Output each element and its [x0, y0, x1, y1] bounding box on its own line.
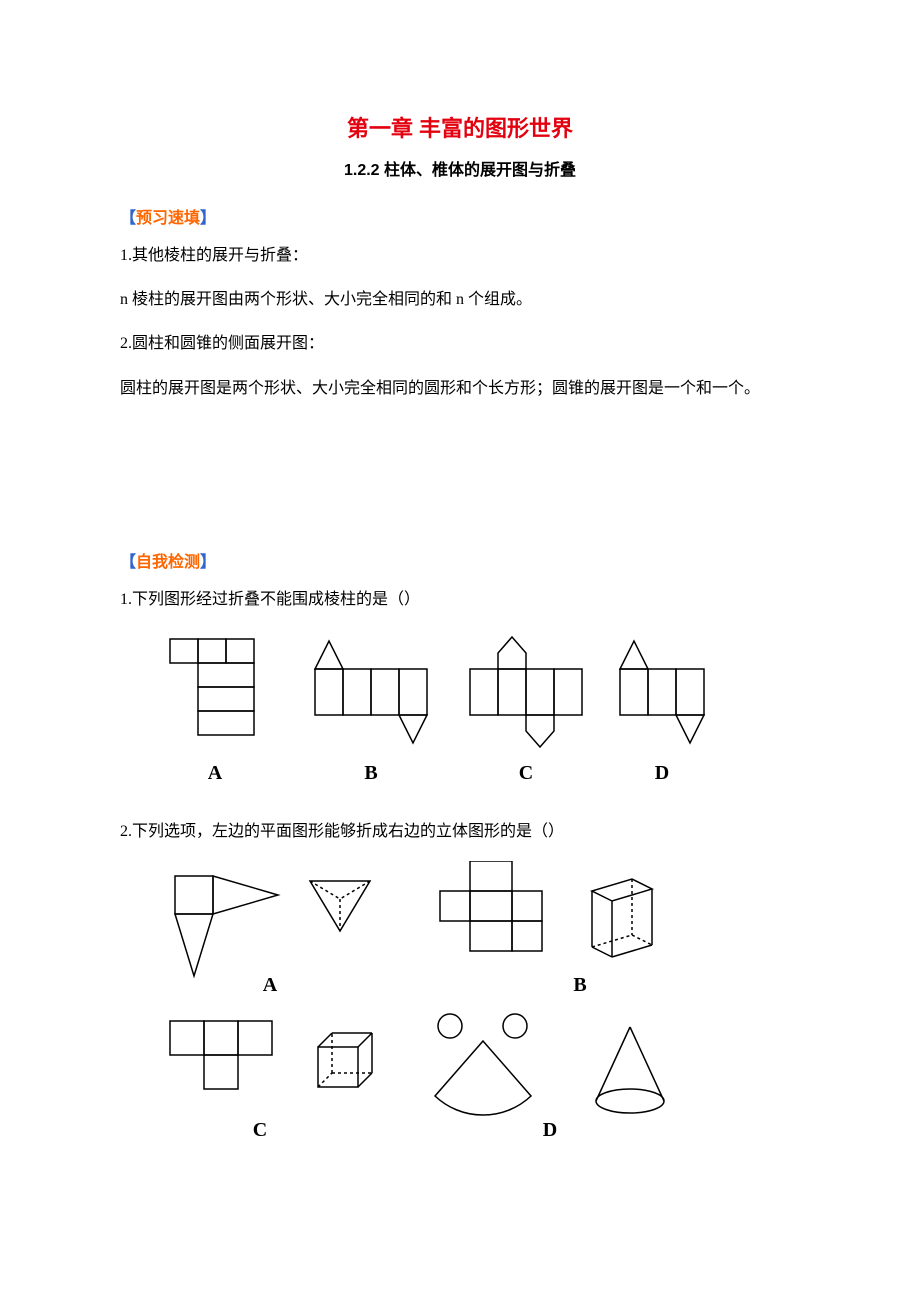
- q2-label-C: C: [253, 1119, 267, 1141]
- heading-preview: 【预习速填】: [120, 204, 800, 234]
- q1-label-C: C: [519, 762, 533, 784]
- page: 第一章 丰富的图形世界 1.2.2 柱体、椎体的展开图与折叠 【预习速填】 1.…: [0, 0, 920, 1302]
- q1-text: 1.下列图形经过折叠不能围成棱柱的是（）: [120, 585, 800, 615]
- q1-option-A: A: [170, 639, 254, 784]
- s1-p1: 1.其他棱柱的展开与折叠：: [120, 241, 800, 271]
- q2-label-D: D: [543, 1119, 557, 1141]
- heading-selftest: 【自我检测】: [120, 548, 800, 578]
- q1-option-C: C: [470, 637, 582, 784]
- bracket-open: 【: [120, 210, 136, 227]
- s1-p3: 2.圆柱和圆锥的侧面展开图：: [120, 329, 800, 359]
- q1-label-A: A: [208, 762, 223, 784]
- q1-label-D: D: [655, 762, 669, 784]
- q2-text: 2.下列选项，左边的平面图形能够折成右边的立体图形的是（）: [120, 817, 800, 847]
- bracket-open: 【: [120, 554, 136, 571]
- s1-p2: n 棱柱的展开图由两个形状、大小完全相同的和 n 个组成。: [120, 285, 800, 315]
- heading-selftest-text: 自我检测: [136, 554, 200, 571]
- q1-option-D: D: [620, 641, 704, 784]
- q2-option-C: C: [170, 1021, 372, 1141]
- q2-svg: A: [160, 861, 720, 1151]
- q1-svg: A B: [160, 629, 720, 809]
- q2-label-B: B: [573, 974, 586, 996]
- q1-label-B: B: [364, 762, 377, 784]
- chapter-title: 第一章 丰富的图形世界: [120, 108, 800, 150]
- heading-preview-text: 预习速填: [136, 210, 200, 227]
- section-subtitle: 1.2.2 柱体、椎体的展开图与折叠: [120, 156, 800, 186]
- q2-option-B: B: [440, 861, 652, 996]
- spacer: [120, 418, 800, 538]
- q2-label-A: A: [263, 974, 278, 996]
- bracket-close: 】: [200, 210, 216, 227]
- s1-p4: 圆柱的展开图是两个形状、大小完全相同的圆形和个长方形；圆锥的展开图是一个和一个。: [120, 374, 800, 404]
- bracket-close: 】: [200, 554, 216, 571]
- q2-option-A: A: [175, 876, 370, 996]
- q2-figure: A: [160, 861, 800, 1151]
- q1-figure: A B: [160, 629, 800, 809]
- q1-option-B: B: [315, 641, 427, 784]
- q2-option-D: D: [435, 1014, 664, 1141]
